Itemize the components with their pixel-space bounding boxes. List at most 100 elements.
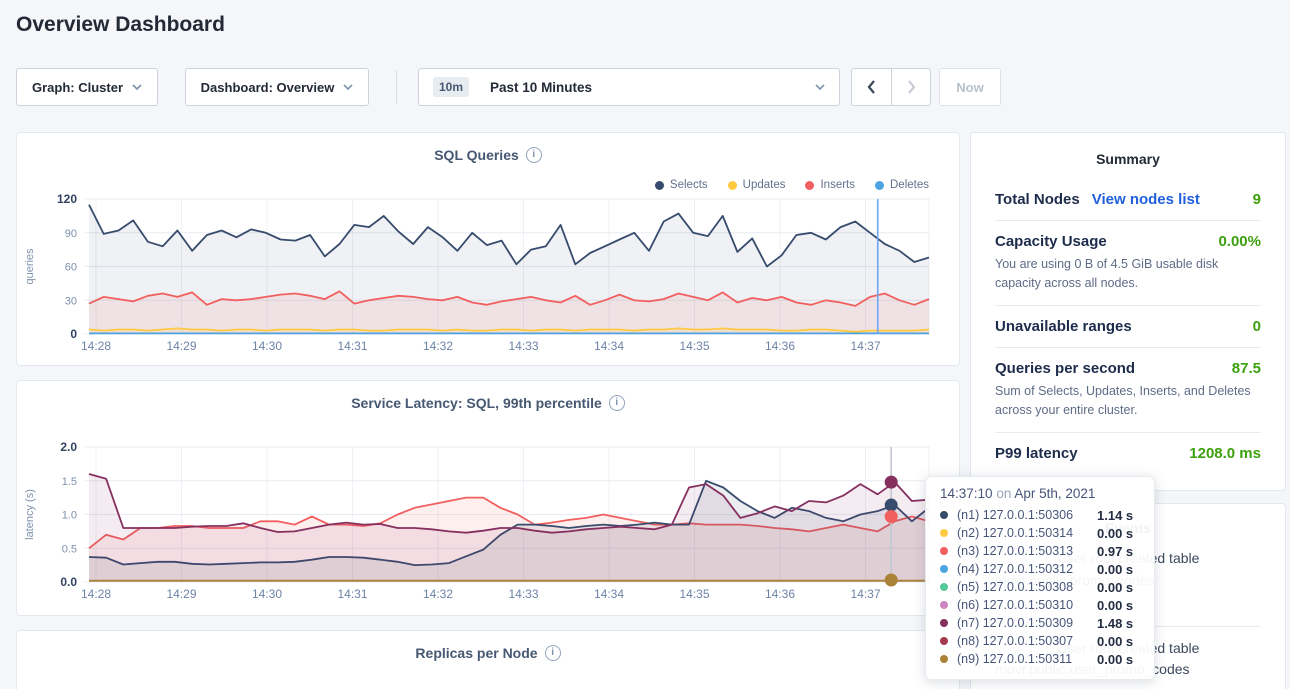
toolbar-divider bbox=[396, 70, 397, 104]
info-icon[interactable]: i bbox=[544, 645, 561, 661]
service-latency-card: Service Latency: SQL, 99th percentile i … bbox=[16, 380, 960, 616]
tooltip-node-row: (n2) 127.0.0.1:50314 0.00 s bbox=[940, 524, 1140, 542]
svg-text:90: 90 bbox=[65, 228, 77, 240]
chevron-left-icon bbox=[867, 80, 875, 94]
svg-text:14:30: 14:30 bbox=[252, 339, 282, 353]
info-icon[interactable]: i bbox=[525, 147, 542, 163]
legend-item-deletes[interactable]: Deletes bbox=[875, 179, 929, 191]
svg-text:14:28: 14:28 bbox=[81, 587, 111, 601]
graph-dropdown-label: Graph: Cluster bbox=[31, 79, 123, 95]
legend-item-inserts[interactable]: Inserts bbox=[805, 179, 855, 191]
svg-text:14:35: 14:35 bbox=[679, 339, 709, 353]
svg-text:30: 30 bbox=[65, 295, 77, 307]
view-nodes-list-link[interactable]: View nodes list bbox=[1091, 191, 1200, 208]
tooltip-node-row: (n1) 127.0.0.1:50306 1.14 s bbox=[940, 506, 1140, 524]
node-address: (n7) 127.0.0.1:50309 bbox=[957, 616, 1074, 630]
legend-label: Inserts bbox=[820, 179, 855, 191]
node-color-dot-icon bbox=[940, 529, 948, 537]
legend-dot-icon bbox=[875, 180, 884, 190]
node-latency-value: 1.14 s bbox=[1097, 507, 1134, 523]
time-range-badge: 10m bbox=[433, 77, 470, 97]
service-latency-chart[interactable]: 14:28 14:29 14:30 14:31 14:32 14:33 14:34 14:35… bbox=[17, 437, 961, 609]
dashboard-dropdown[interactable]: Dashboard: Overview bbox=[185, 68, 369, 106]
now-button[interactable]: Now bbox=[939, 68, 1001, 106]
node-color-dot-icon bbox=[940, 511, 948, 519]
time-next-button[interactable] bbox=[891, 68, 931, 106]
node-latency-value: 0.00 s bbox=[1097, 597, 1134, 613]
node-latency-value: 0.00 s bbox=[1097, 651, 1134, 667]
queries-per-second-value: 87.5 bbox=[1231, 360, 1261, 377]
info-icon[interactable]: i bbox=[608, 395, 625, 411]
unavailable-ranges-value: 0 bbox=[1252, 318, 1261, 335]
svg-text:14:31: 14:31 bbox=[337, 587, 367, 601]
chevron-down-icon bbox=[132, 84, 142, 90]
svg-text:14:30: 14:30 bbox=[252, 587, 282, 601]
svg-text:latency (s): latency (s) bbox=[24, 489, 36, 540]
svg-text:1.0: 1.0 bbox=[62, 510, 77, 522]
node-address: (n3) 127.0.0.1:50313 bbox=[957, 544, 1074, 558]
svg-text:120: 120 bbox=[57, 192, 77, 206]
tooltip-node-row: (n3) 127.0.0.1:50313 0.97 s bbox=[940, 542, 1140, 560]
svg-text:14:33: 14:33 bbox=[508, 587, 538, 601]
sql-queries-card: SQL Queries i Selects Updates Inserts Delet… bbox=[16, 132, 960, 366]
svg-text:0: 0 bbox=[70, 327, 77, 341]
summary-row-capacity-usage: Capacity Usage 0.00% You are using 0 B o… bbox=[995, 221, 1261, 306]
node-color-dot-icon bbox=[940, 619, 948, 627]
summary-panel: Summary Total Nodes View nodes list 9 Ca… bbox=[970, 132, 1286, 491]
svg-text:14:32: 14:32 bbox=[423, 339, 453, 353]
chevron-down-icon bbox=[815, 84, 825, 90]
svg-text:14:33: 14:33 bbox=[508, 339, 538, 353]
time-range-label: Past 10 Minutes bbox=[490, 79, 593, 95]
svg-text:14:37: 14:37 bbox=[850, 587, 880, 601]
legend-dot-icon bbox=[727, 180, 737, 190]
capacity-usage-value: 0.00% bbox=[1218, 233, 1261, 250]
service-latency-chart-title: Service Latency: SQL, 99th percentile bbox=[351, 395, 602, 411]
time-prev-button[interactable] bbox=[851, 68, 891, 106]
node-address: (n6) 127.0.0.1:50310 bbox=[957, 598, 1074, 612]
chevron-right-icon bbox=[907, 80, 915, 94]
sql-queries-chart[interactable]: 14:28 14:29 14:30 14:31 14:32 14:33 14:34 14:35… bbox=[17, 189, 961, 361]
tooltip-node-list: (n1) 127.0.0.1:50306 1.14 s (n2) 127.0.0.1… bbox=[940, 506, 1140, 668]
page-title: Overview Dashboard bbox=[16, 13, 225, 36]
legend-item-updates[interactable]: Updates bbox=[727, 179, 786, 191]
tooltip-date: Apr 5th, 2021 bbox=[1014, 486, 1096, 501]
tooltip-node-row: (n8) 127.0.0.1:50307 0.00 s bbox=[940, 632, 1140, 650]
node-address: (n8) 127.0.0.1:50307 bbox=[957, 634, 1074, 648]
tooltip-on: on bbox=[996, 486, 1012, 501]
queries-per-second-label: Queries per second bbox=[995, 360, 1136, 377]
summary-row-total-nodes: Total Nodes View nodes list 9 bbox=[995, 167, 1261, 221]
node-address: (n9) 127.0.0.1:50311 bbox=[957, 652, 1073, 666]
svg-text:14:35: 14:35 bbox=[679, 587, 709, 601]
svg-text:14:31: 14:31 bbox=[337, 339, 367, 353]
node-latency-value: 0.00 s bbox=[1097, 525, 1134, 541]
dashboard-dropdown-label: Dashboard: Overview bbox=[200, 79, 335, 95]
capacity-usage-label: Capacity Usage bbox=[995, 233, 1107, 250]
legend-label: Updates bbox=[742, 179, 786, 191]
svg-text:14:29: 14:29 bbox=[166, 339, 196, 353]
svg-text:60: 60 bbox=[65, 262, 77, 274]
p99-latency-value: 1208.0 ms bbox=[1189, 445, 1261, 462]
node-color-dot-icon bbox=[940, 637, 948, 645]
svg-text:14:34: 14:34 bbox=[594, 587, 624, 601]
tooltip-time: 14:37:10 bbox=[940, 486, 993, 501]
replicas-per-node-chart-title: Replicas per Node bbox=[415, 645, 538, 661]
node-latency-value: 0.00 s bbox=[1097, 579, 1134, 595]
node-latency-value: 0.00 s bbox=[1097, 561, 1134, 577]
legend-item-selects[interactable]: Selects bbox=[654, 179, 708, 191]
svg-text:14:34: 14:34 bbox=[594, 339, 624, 353]
tooltip-node-row: (n6) 127.0.0.1:50310 0.00 s bbox=[940, 596, 1140, 614]
p99-latency-label: P99 latency bbox=[995, 445, 1078, 462]
node-address: (n2) 127.0.0.1:50314 bbox=[957, 526, 1074, 540]
svg-text:14:32: 14:32 bbox=[423, 587, 453, 601]
node-latency-value: 0.97 s bbox=[1097, 543, 1134, 559]
graph-dropdown[interactable]: Graph: Cluster bbox=[16, 68, 158, 106]
summary-row-unavailable-ranges: Unavailable ranges 0 bbox=[995, 306, 1261, 348]
time-range-dropdown[interactable]: 10m Past 10 Minutes bbox=[418, 68, 840, 106]
node-color-dot-icon bbox=[940, 583, 948, 591]
tooltip-node-row: (n9) 127.0.0.1:50311 0.00 s bbox=[940, 650, 1140, 668]
svg-text:14:36: 14:36 bbox=[765, 339, 795, 353]
node-latency-value: 0.00 s bbox=[1097, 633, 1134, 649]
sql-queries-legend: Selects Updates Inserts Deletes bbox=[654, 179, 929, 191]
replicas-per-node-card: Replicas per Node i bbox=[16, 630, 960, 689]
